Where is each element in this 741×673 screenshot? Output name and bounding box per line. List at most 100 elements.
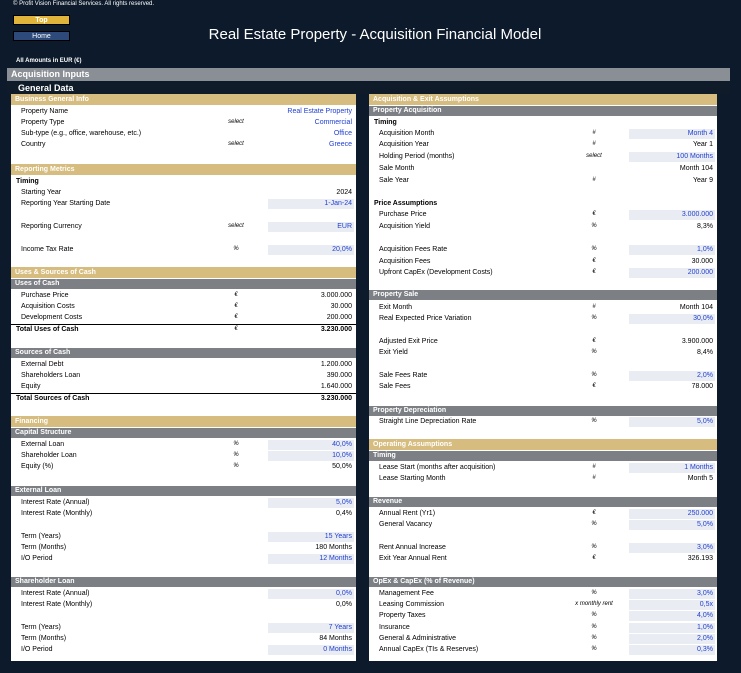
subheader-property-sale: Property Sale xyxy=(369,290,717,300)
equity-value: 1.640.000 xyxy=(320,383,352,390)
input-row: Acquisition Year # Year 1 xyxy=(379,141,713,148)
sh-io-period-input[interactable]: 0 Months xyxy=(268,645,354,655)
input-row: Sale Fees Rate% 2,0% xyxy=(379,371,715,381)
input-row: Lease Start (months after acquisition) #1… xyxy=(379,463,715,473)
input-row: Real Expected Price Variation% 30,0% xyxy=(379,314,715,324)
acquisition-fees-rate-input[interactable]: 1,0% xyxy=(629,245,715,255)
section-reporting-metrics: Reporting Metrics xyxy=(11,164,356,175)
input-row: Interest Rate (Annual) 5,0% xyxy=(21,498,354,508)
top-button[interactable]: Top xyxy=(13,15,70,25)
input-row: Shareholder Loan% 10,0% xyxy=(21,451,354,461)
ext-term-years-input[interactable]: 15 Years xyxy=(268,532,354,542)
input-row: Term (Years) 7 Years xyxy=(21,623,354,633)
input-row: General Vacancy% 5,0% xyxy=(379,520,715,530)
input-row: Purchase Price €3.000.000 xyxy=(379,210,715,220)
input-row: Adjusted Exit Price €3.900.000 xyxy=(379,338,713,345)
price-variation-input[interactable]: 30,0% xyxy=(629,314,715,324)
group-label-price-assumptions: Price Assumptions xyxy=(374,200,438,207)
subheader-opex-capex: OpEx & CapEx (% of Revenue) xyxy=(369,577,717,587)
home-button[interactable]: Home xyxy=(13,31,70,41)
property-taxes-input[interactable]: 4,0% xyxy=(629,611,715,621)
starting-year-value: 2024 xyxy=(336,189,352,196)
input-row: General & Administrative% 2,0% xyxy=(379,634,715,644)
input-row: Acquisition Yield% 8,3% xyxy=(379,223,713,230)
rent-increase-input[interactable]: 3,0% xyxy=(629,543,715,553)
subheader-uses-of-cash: Uses of Cash xyxy=(11,279,356,289)
total-sources-value: 3.230.000 xyxy=(320,395,352,402)
purchase-price-input[interactable]: 3.000.000 xyxy=(629,210,715,220)
sh-interest-monthly-value: 0,0% xyxy=(336,601,352,608)
shareholders-loan-value: 390.000 xyxy=(326,372,352,379)
input-row: Shareholders Loan 390.000 xyxy=(21,372,352,379)
input-row: Sale Year # Year 9 xyxy=(379,177,713,184)
input-row: External Loan% 40,0% xyxy=(21,440,354,450)
input-row: Upfront CapEx (Development Costs) €200.00… xyxy=(379,268,715,278)
external-loan-input[interactable]: 40,0% xyxy=(268,440,354,450)
input-row: Annual Rent (Yr1) €250.000 xyxy=(379,509,715,519)
general-data-bar: General Data xyxy=(7,82,730,94)
depreciation-rate-input[interactable]: 5,0% xyxy=(629,417,715,427)
exit-yield-value: 8,4% xyxy=(697,349,713,356)
general-admin-input[interactable]: 2,0% xyxy=(629,634,715,644)
exit-year-rent-value: 326.193 xyxy=(687,555,713,562)
sale-fees-rate-input[interactable]: 2,0% xyxy=(629,371,715,381)
input-row: Equity (%)% 50,0% xyxy=(21,463,352,470)
section-operating-assumptions: Operating Assumptions xyxy=(369,439,717,450)
sub-type-value[interactable]: Office xyxy=(333,130,352,137)
reporting-currency-select[interactable]: EUR xyxy=(268,222,354,232)
adjusted-exit-price-value: 3.900.000 xyxy=(681,338,713,345)
section-financing: Financing xyxy=(11,416,356,427)
input-row: Starting Year 2024 xyxy=(21,189,352,196)
subheader-operating-timing: Timing xyxy=(369,451,717,461)
annual-rent-input[interactable]: 250.000 xyxy=(629,509,715,519)
holding-period-select[interactable]: 100 Months xyxy=(629,152,715,162)
input-row: Sale Month Month 104 xyxy=(379,165,713,172)
upfront-capex-input[interactable]: 200.000 xyxy=(629,268,715,278)
subheader-revenue: Revenue xyxy=(369,497,717,507)
acquisition-month-input[interactable]: Month 4 xyxy=(629,129,715,139)
ext-interest-annual-input[interactable]: 5,0% xyxy=(268,498,354,508)
section-business-info: Business General Info xyxy=(11,94,356,105)
leasing-commission-input[interactable]: 0,5x xyxy=(629,600,715,610)
total-row: Total Uses of Cash €3.230.000 xyxy=(11,324,356,335)
sale-month-value: Month 104 xyxy=(679,165,713,172)
lease-start-input[interactable]: 1 Months xyxy=(629,463,715,473)
subheader-property-acquisition: Property Acquisition xyxy=(369,106,717,116)
property-name-value[interactable]: Real Estate Property xyxy=(287,108,352,115)
exit-month-value: Month 104 xyxy=(679,304,713,311)
input-row: Holding Period (months) select 100 Months xyxy=(379,152,715,162)
input-row: Exit Yield% 8,4% xyxy=(379,349,713,356)
right-panel: Acquisition & Exit Assumptions Property … xyxy=(369,94,717,661)
sh-interest-annual-input[interactable]: 0,0% xyxy=(268,589,354,599)
shareholder-loan-input[interactable]: 10,0% xyxy=(268,451,354,461)
sh-term-years-input[interactable]: 7 Years xyxy=(268,623,354,633)
input-row: Straight Line Depreciation Rate% 5,0% xyxy=(379,417,715,427)
development-costs-value: 200.000 xyxy=(326,314,352,321)
annual-capex-input[interactable]: 0,3% xyxy=(629,645,715,655)
lease-starting-month-value: Month 5 xyxy=(687,475,713,482)
input-row: Purchase Price €3.000.000 xyxy=(21,292,352,299)
input-row: Acquisition Fees €30.000 xyxy=(379,258,713,265)
subheader-sources-of-cash: Sources of Cash xyxy=(11,348,356,358)
property-type-select[interactable]: Commercial xyxy=(314,119,352,126)
page-title: Real Estate Property - Acquisition Finan… xyxy=(208,26,542,43)
input-row: Term (Years) 15 Years xyxy=(21,532,354,542)
input-row: Interest Rate (Monthly) 0,4% xyxy=(21,510,352,517)
sh-term-months-value: 84 Months xyxy=(319,635,352,642)
total-row: Total Sources of Cash 3.230.000 xyxy=(11,393,356,404)
subheader-shareholder-loan: Shareholder Loan xyxy=(11,577,356,587)
insurance-input[interactable]: 1,0% xyxy=(629,623,715,633)
subheader-capital-structure: Capital Structure xyxy=(11,428,356,438)
general-vacancy-input[interactable]: 5,0% xyxy=(629,520,715,530)
reporting-start-date-input[interactable]: 1-Jan-24 xyxy=(268,199,354,209)
input-row: Sale Fees €78.000 xyxy=(379,383,713,390)
input-row: Insurance% 1,0% xyxy=(379,623,715,633)
acquisition-costs-value: 30.000 xyxy=(330,303,352,310)
income-tax-input[interactable]: 20,0% xyxy=(268,245,354,255)
left-panel: Business General Info Property Name Real … xyxy=(11,94,356,661)
copyright-text: © Profit Vision Financial Services. All … xyxy=(13,1,155,7)
input-row: Leasing Commission x monthly rent 0,5x xyxy=(379,600,715,610)
country-select[interactable]: Greece xyxy=(329,141,352,148)
management-fee-input[interactable]: 3,0% xyxy=(629,589,715,599)
ext-io-period-input[interactable]: 12 Months xyxy=(268,554,354,564)
